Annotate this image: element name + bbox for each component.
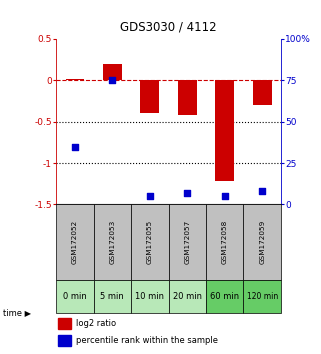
Text: GSM172058: GSM172058 xyxy=(222,220,228,264)
Bar xyxy=(58,318,71,329)
Bar xyxy=(141,80,159,113)
Text: 0 min: 0 min xyxy=(63,292,87,301)
Bar xyxy=(56,280,94,313)
Text: GSM172059: GSM172059 xyxy=(259,220,265,264)
Text: log2 ratio: log2 ratio xyxy=(76,319,117,328)
Bar xyxy=(206,205,243,280)
Bar xyxy=(215,80,234,181)
Text: time ▶: time ▶ xyxy=(3,308,31,317)
Bar xyxy=(169,280,206,313)
Text: percentile rank within the sample: percentile rank within the sample xyxy=(76,336,218,345)
Bar xyxy=(131,205,169,280)
Point xyxy=(147,193,152,199)
Bar xyxy=(169,205,206,280)
Bar xyxy=(253,80,272,105)
Point xyxy=(260,188,265,194)
Bar xyxy=(56,205,94,280)
Bar xyxy=(65,79,84,80)
Bar xyxy=(94,205,131,280)
Text: GDS3030 / 4112: GDS3030 / 4112 xyxy=(120,21,217,34)
Bar xyxy=(58,335,71,346)
Bar xyxy=(94,280,131,313)
Bar xyxy=(103,64,122,80)
Point xyxy=(110,78,115,83)
Bar xyxy=(131,280,169,313)
Bar xyxy=(178,80,196,115)
Text: GSM172057: GSM172057 xyxy=(184,220,190,264)
Text: GSM172052: GSM172052 xyxy=(72,220,78,264)
Point xyxy=(185,190,190,196)
Bar xyxy=(243,280,281,313)
Text: 120 min: 120 min xyxy=(247,292,278,301)
Text: 20 min: 20 min xyxy=(173,292,202,301)
Text: GSM172055: GSM172055 xyxy=(147,220,153,264)
Bar xyxy=(206,280,243,313)
Bar xyxy=(243,205,281,280)
Text: 5 min: 5 min xyxy=(100,292,124,301)
Point xyxy=(72,144,77,149)
Point xyxy=(222,193,227,199)
Text: 60 min: 60 min xyxy=(210,292,239,301)
Text: GSM172053: GSM172053 xyxy=(109,220,115,264)
Text: 10 min: 10 min xyxy=(135,292,164,301)
